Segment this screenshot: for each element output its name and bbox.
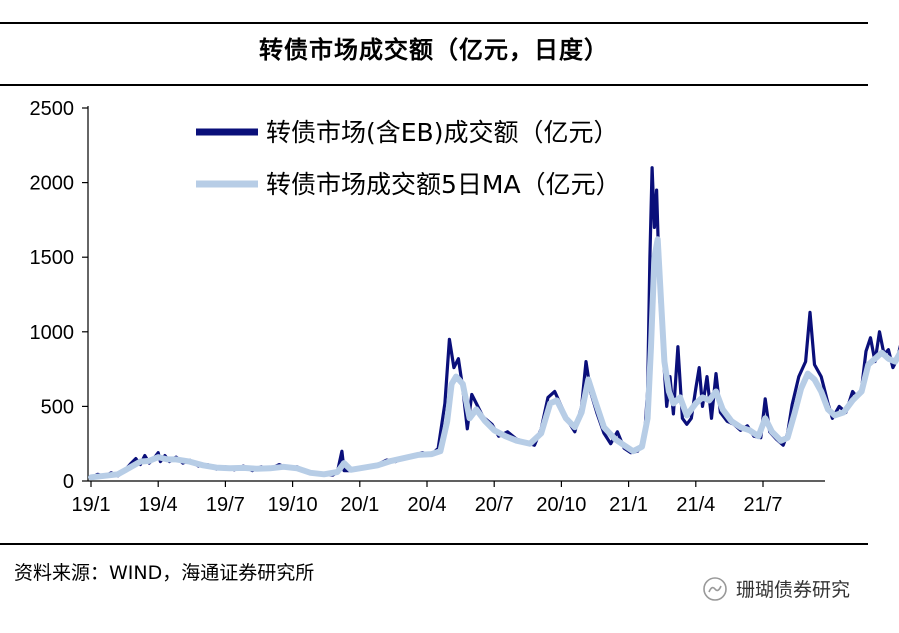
x-tick-label: 20/7 [475,494,514,516]
y-tick-label: 2000 [30,173,75,195]
series-group [88,166,899,481]
x-tick-label: 19/1 [72,494,111,516]
chart-title: 转债市场成交额（亿元，日度） [259,36,609,64]
y-tick-label: 0 [63,471,74,493]
series-line-ma5 [88,236,899,481]
legend-label: 转债市场(含EB)成交额（亿元） [266,118,618,147]
legend: 转债市场(含EB)成交额（亿元） 转债市场成交额5日MA（亿元） [196,118,621,199]
y-tick-label: 500 [41,396,74,418]
top-rule [0,22,868,24]
wechat-logo-icon [703,576,727,601]
watermark-text: 珊瑚债券研究 [736,579,851,601]
title-rule [0,84,868,86]
legend-label: 转债市场成交额5日MA（亿元） [266,170,621,199]
axes-group: 0 500 1000 1500 2000 2500 19/1 19/4 19/7 19/10 20/… [30,98,825,516]
x-tick-label: 20/1 [340,494,379,516]
x-tick-label: 19/4 [139,494,178,516]
x-tick-label: 19/10 [268,494,318,516]
watermark: 珊瑚债券研究 [702,575,850,602]
y-tick-label: 1000 [30,322,75,344]
x-tick-label: 21/7 [744,494,783,516]
y-tick-label: 2500 [30,98,75,120]
x-tick-label: 20/4 [408,494,447,516]
x-tick-label: 20/10 [536,494,586,516]
x-tick-label: 19/7 [206,494,245,516]
bottom-rule [0,543,868,545]
x-tick-label: 21/1 [609,494,648,516]
source-note: 资料来源：WIND，海通证券研究所 [14,562,315,584]
x-tick-label: 21/4 [676,494,715,516]
y-tick-label: 1500 [30,247,75,269]
